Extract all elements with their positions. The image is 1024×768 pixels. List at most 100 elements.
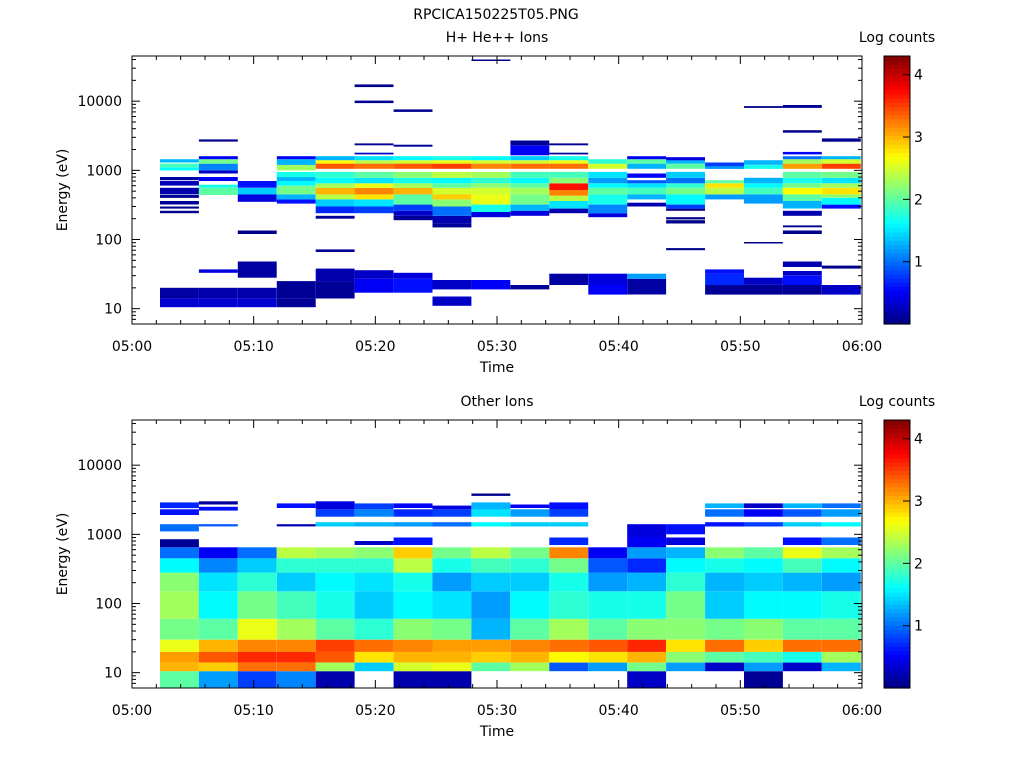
heatmap-cell (744, 662, 783, 672)
heatmap-cell (705, 183, 744, 188)
heatmap-cell (393, 204, 433, 211)
heatmap-cell (393, 187, 433, 195)
colorbar-swatch (884, 675, 910, 681)
heatmap-cell (198, 662, 238, 672)
colorbar-swatch (884, 457, 910, 463)
heatmap-cell (782, 639, 822, 652)
heatmap-cell (821, 618, 861, 640)
panel-2: 05:00 05:10 05:20 05:30 05:40 05:50 06:00 10 100… (55, 394, 935, 740)
heatmap-cell (315, 572, 355, 592)
heatmap-cell (315, 509, 355, 517)
heatmap-cell (510, 662, 550, 672)
heatmap-cell (588, 591, 628, 619)
heatmap-cell (237, 618, 277, 640)
x-tick-label: 05:00 (112, 339, 152, 355)
heatmap-cell (627, 187, 667, 195)
heatmap-cell (198, 156, 238, 160)
heatmap-cell (471, 572, 511, 592)
colorbar-swatch (884, 591, 910, 597)
heatmap-cell (160, 547, 199, 559)
heatmap-cell (782, 201, 822, 209)
x-tick-label: 05:40 (598, 703, 638, 719)
colorbar-tick-label: 2 (914, 556, 923, 572)
heatmap-cell (782, 194, 822, 201)
colorbar-swatch (884, 307, 910, 313)
heatmap-cell (588, 651, 628, 663)
colorbar-swatch (884, 507, 910, 513)
heatmap-cell (237, 187, 277, 195)
colorbar-swatch (884, 495, 910, 501)
heatmap-cell (821, 639, 861, 652)
heatmap-cell (666, 194, 705, 205)
colorbar-swatch (884, 499, 910, 505)
heatmap-cell (432, 591, 472, 619)
colorbar-swatch (884, 206, 910, 212)
heatmap-cell (237, 230, 277, 234)
heatmap-cell (821, 197, 861, 205)
heatmap-cell (666, 171, 705, 178)
heatmap-cell (666, 547, 705, 559)
heatmap-cell (782, 522, 822, 527)
heatmap-cell (432, 671, 472, 688)
colorbar-swatch (884, 558, 910, 563)
colorbar-tick-label: 3 (914, 494, 923, 510)
heatmap-cell (237, 558, 277, 573)
heatmap-cell (744, 160, 783, 165)
y-tick-label: 1000 (86, 163, 122, 179)
heatmap-cell (782, 171, 822, 178)
heatmap-cell (393, 522, 433, 527)
heatmap-cell (627, 173, 667, 178)
heatmap-cell (666, 208, 705, 211)
heatmap-cell (588, 187, 628, 195)
heatmap-cell (549, 160, 589, 164)
heatmap-cell (198, 639, 238, 652)
heatmap-cell (276, 159, 316, 165)
heatmap-cell (198, 184, 238, 188)
heatmap-cell (393, 160, 433, 164)
colorbar-swatch (884, 428, 910, 434)
colorbar-swatch (884, 633, 910, 639)
heatmap-cell (471, 662, 511, 672)
colorbar-swatch (884, 600, 910, 605)
heatmap-cell (744, 572, 783, 592)
heatmap-cell (821, 194, 861, 198)
heatmap-cell (549, 208, 589, 214)
heatmap-cell (354, 278, 394, 293)
heatmap-cell (744, 522, 783, 527)
colorbar-swatch (884, 102, 910, 107)
heatmap-cell (510, 160, 550, 164)
heatmap-cell (393, 651, 433, 663)
heatmap-cell (354, 206, 394, 214)
panel-1: 05:00 05:10 05:20 05:30 05:40 05:50 06:00 10 100… (55, 30, 935, 376)
heatmap-cell (315, 662, 355, 672)
heatmap-cell (666, 217, 705, 220)
heatmap-cell (276, 572, 316, 592)
heatmap-cell (666, 204, 705, 209)
colorbar-swatch (884, 512, 910, 517)
heatmap-cell (471, 160, 511, 164)
heatmap-cell (354, 547, 394, 559)
colorbar-swatch (884, 89, 910, 95)
heatmap-cell (627, 572, 667, 592)
heatmap-cell (471, 187, 511, 195)
heatmap-cell (276, 181, 316, 186)
y-tick-label: 1000 (86, 527, 122, 543)
x-tick-label: 05:20 (355, 339, 395, 355)
heatmap-cells (160, 59, 861, 308)
heatmap-cell (354, 84, 394, 88)
heatmap-cell (549, 201, 589, 209)
colorbar-label: Log counts (859, 394, 935, 410)
colorbar-swatch (884, 265, 910, 271)
heatmap-cell (471, 156, 511, 161)
heatmap-cell (821, 537, 861, 545)
heatmap-cell (705, 572, 744, 592)
heatmap-cell (782, 177, 822, 184)
heatmap-cell (510, 194, 550, 205)
colorbar-swatch (884, 294, 910, 300)
heatmap-cell (198, 139, 238, 142)
heatmap-cell (782, 572, 822, 592)
heatmap-cell (821, 183, 861, 188)
heatmap-cell (432, 223, 472, 228)
heatmap-cell (315, 206, 355, 214)
heatmap-cell (510, 163, 550, 169)
